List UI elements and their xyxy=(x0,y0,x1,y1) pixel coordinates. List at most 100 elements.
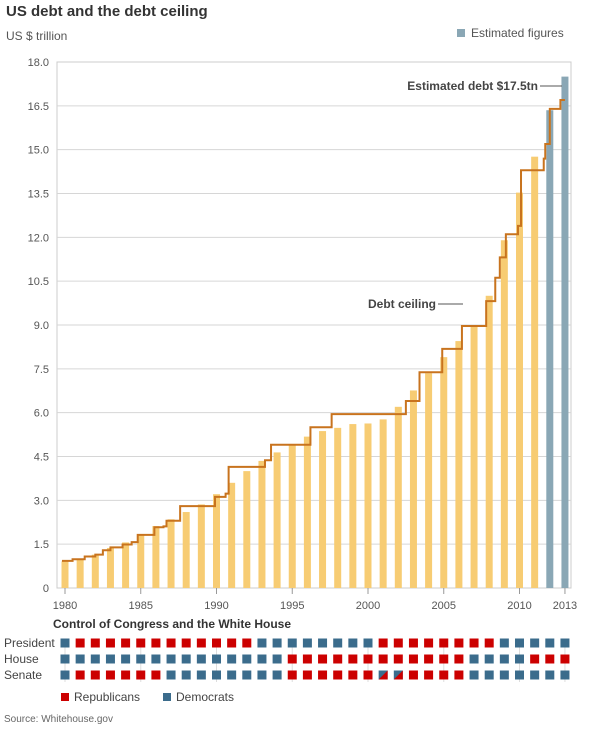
debt-bar xyxy=(455,341,463,588)
legend-republicans-label: Republicans xyxy=(74,690,140,704)
y-tick-label: 1.5 xyxy=(34,539,49,551)
control-square-republican xyxy=(484,638,494,648)
debt-bar xyxy=(91,554,99,588)
control-square-republican xyxy=(302,654,312,664)
y-tick-label: 3.0 xyxy=(34,495,49,507)
legend-estimated-label: Estimated figures xyxy=(471,26,564,40)
control-square-democrat xyxy=(121,654,131,664)
control-square-democrat xyxy=(287,638,297,648)
control-square-democrat xyxy=(60,670,70,680)
control-square-democrat xyxy=(75,654,85,664)
control-square-democrat xyxy=(484,654,494,664)
control-square-democrat xyxy=(257,654,267,664)
control-square-democrat xyxy=(227,654,237,664)
control-square-republican xyxy=(212,638,221,648)
control-square-democrat xyxy=(166,670,176,680)
control-square-democrat xyxy=(272,670,282,680)
control-square-republican xyxy=(363,654,373,664)
control-square-republican xyxy=(454,670,464,680)
control-square-republican xyxy=(181,638,191,648)
control-square-republican xyxy=(378,654,388,664)
control-square-republican xyxy=(393,654,403,664)
debt-bar xyxy=(273,452,281,588)
debt-bar xyxy=(319,431,327,588)
control-square-democrat xyxy=(257,638,267,648)
control-square-democrat xyxy=(272,638,282,648)
control-square-democrat xyxy=(227,670,237,680)
y-tick-label: 18.0 xyxy=(28,57,49,69)
control-square-republican xyxy=(363,670,373,680)
control-square-republican xyxy=(348,670,358,680)
y-tick-label: 10.5 xyxy=(28,276,49,288)
control-square-split-half xyxy=(378,670,388,680)
legend-democrats-swatch xyxy=(163,693,171,701)
control-square-democrat xyxy=(560,638,570,648)
debt-bar xyxy=(334,427,342,588)
control-row-label: House xyxy=(4,652,39,666)
control-square-democrat xyxy=(515,638,524,648)
control-square-democrat xyxy=(545,638,555,648)
legend-republicans-swatch xyxy=(61,693,69,701)
source-note: Source: Whitehouse.gov xyxy=(4,714,113,725)
debt-bar xyxy=(243,471,251,588)
control-square-republican xyxy=(121,638,131,648)
debt-bar xyxy=(531,156,539,588)
control-square-democrat xyxy=(530,670,540,680)
y-tick-label: 12.0 xyxy=(28,232,49,244)
control-square-republican xyxy=(424,670,434,680)
y-tick-label: 15.0 xyxy=(28,145,49,157)
debt-bar xyxy=(76,558,84,588)
control-square-democrat xyxy=(530,638,540,648)
control-square-republican xyxy=(424,654,434,664)
debt-bar xyxy=(394,406,402,588)
control-square-republican xyxy=(151,670,161,680)
control-square-republican xyxy=(408,670,418,680)
x-tick-label: 2005 xyxy=(432,600,456,612)
annotation-estimated-debt: Estimated debt $17.5tn xyxy=(407,79,538,93)
debt-bar xyxy=(167,519,175,588)
control-square-republican xyxy=(75,670,85,680)
control-square-democrat xyxy=(333,638,343,648)
control-square-democrat xyxy=(363,638,373,648)
control-square-democrat xyxy=(242,654,252,664)
control-square-republican xyxy=(90,670,100,680)
x-tick-label: 1990 xyxy=(204,600,228,612)
control-square-republican xyxy=(530,654,540,664)
debt-bar xyxy=(379,419,387,588)
control-square-republican xyxy=(121,670,131,680)
control-square-democrat xyxy=(196,670,206,680)
y-tick-label: 0 xyxy=(43,583,49,595)
x-tick-label: 1980 xyxy=(53,600,77,612)
control-square-democrat xyxy=(499,670,509,680)
debt-bar xyxy=(182,512,190,588)
debt-bar xyxy=(440,357,448,588)
control-square-republican xyxy=(408,638,418,648)
control-square-democrat xyxy=(318,638,328,648)
debt-bar xyxy=(61,561,69,588)
y-tick-label: 4.5 xyxy=(34,452,49,464)
debt-bar xyxy=(137,534,145,588)
control-square-democrat xyxy=(181,670,191,680)
debt-bar xyxy=(425,373,433,588)
control-square-republican xyxy=(166,638,176,648)
debt-bar xyxy=(258,460,266,588)
y-tick-label: 9.0 xyxy=(34,320,49,332)
control-square-republican xyxy=(75,638,85,648)
x-tick-label: 1985 xyxy=(129,600,153,612)
debt-bar xyxy=(516,192,523,588)
y-tick-label: 16.5 xyxy=(28,101,49,113)
debt-bar xyxy=(152,526,160,588)
x-tick-label: 2013 xyxy=(553,600,577,612)
control-square-republican xyxy=(318,654,328,664)
control-square-democrat xyxy=(484,670,494,680)
y-tick-label: 13.5 xyxy=(28,189,49,201)
debt-bar xyxy=(122,542,130,588)
control-square-democrat xyxy=(469,670,479,680)
control-square-republican xyxy=(333,670,343,680)
debt-ceiling-line xyxy=(61,99,565,562)
legend-estimated-swatch xyxy=(457,29,465,37)
control-square-republican xyxy=(439,638,449,648)
control-square-democrat xyxy=(181,654,191,664)
control-square-republican xyxy=(105,638,115,648)
debt-bar xyxy=(303,436,311,588)
